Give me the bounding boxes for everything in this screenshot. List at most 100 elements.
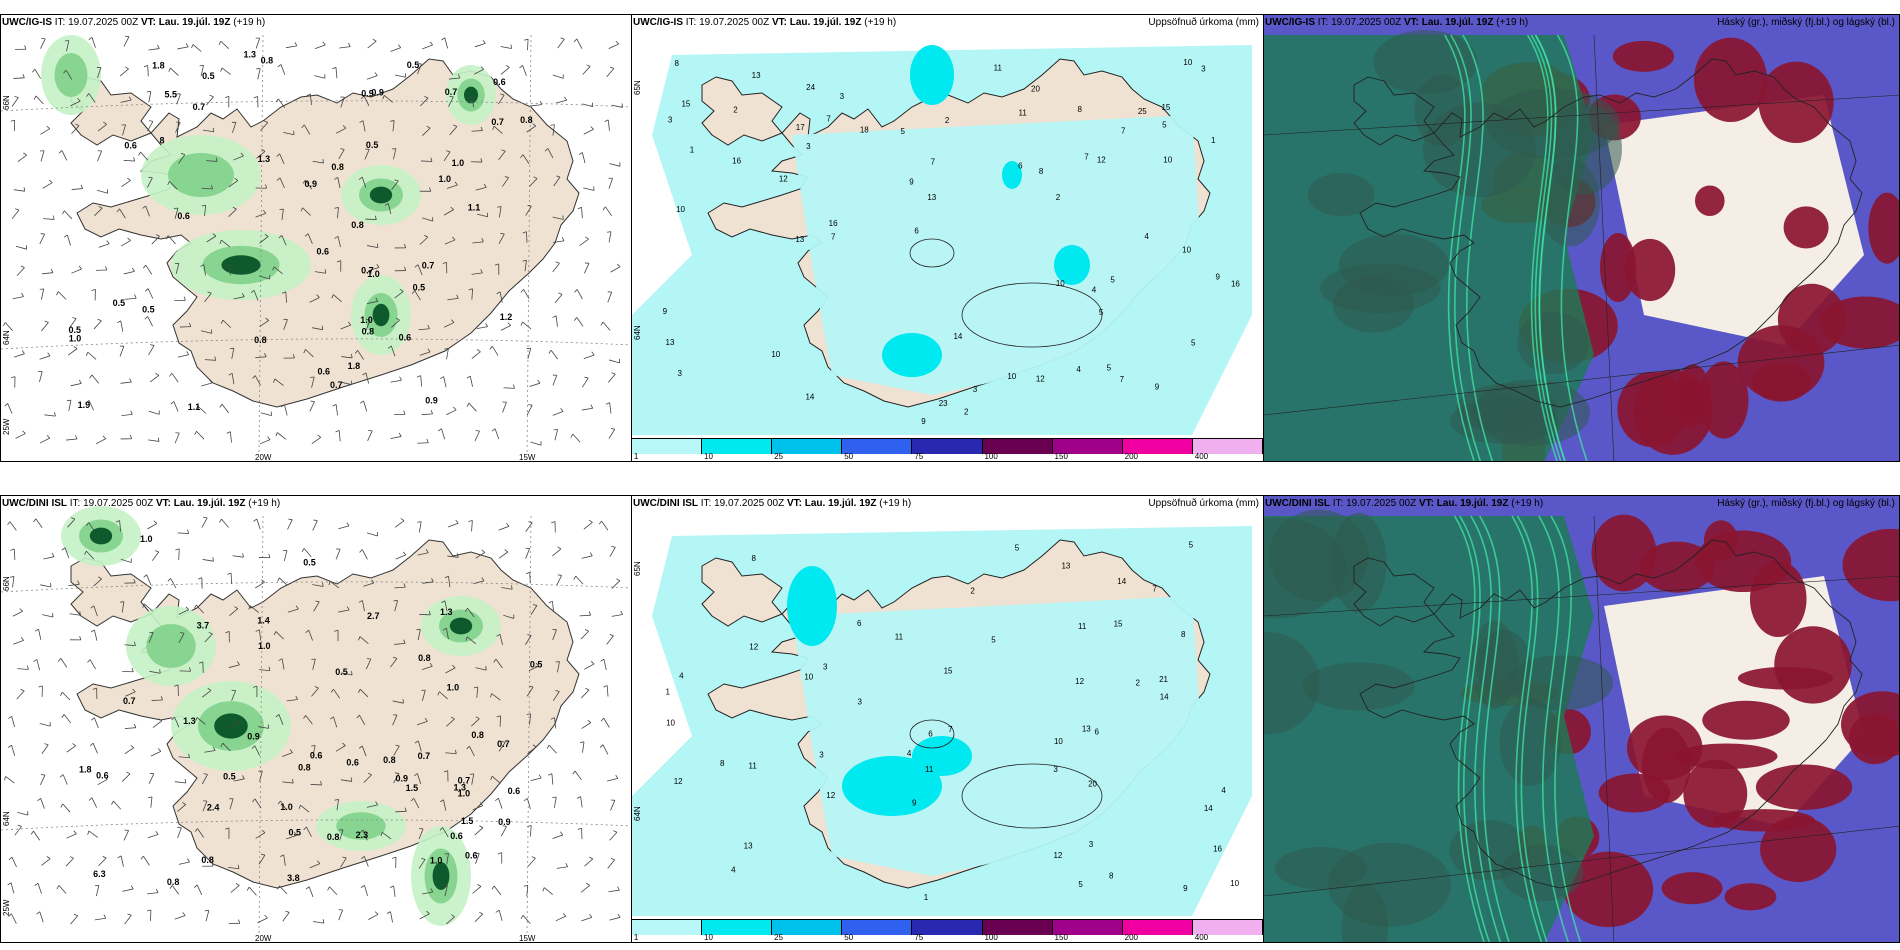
accum-value-label: 10 — [1007, 372, 1016, 381]
accum-value-label: 2 — [733, 105, 738, 114]
colorbar-label: 50 — [844, 933, 854, 942]
colorbar: 1 10 25 50 75 100 150 200 400 — [632, 438, 1263, 461]
cloud-contour — [1538, 515, 1570, 942]
accum-value-label: 10 — [1182, 245, 1191, 254]
mid-cloud-area — [1841, 691, 1899, 758]
accum-value-label: 6 — [914, 227, 919, 236]
mid-cloud-area — [1624, 238, 1676, 302]
accum-value-label: 2 — [1056, 193, 1061, 202]
cloud-contour — [1530, 34, 1562, 461]
colorbar-swatch — [982, 920, 1053, 935]
panel-dini-precip-wind: UWC/DINI ISL IT: 19.07.2025 00Z VT: Lau.… — [0, 495, 632, 943]
lat-label-64n: 64N — [2, 330, 11, 345]
panel-title: UWC/DINI ISL IT: 19.07.2025 00Z VT: Lau.… — [633, 498, 912, 509]
colorbar: 1 10 25 50 75 100 150 200 400 — [632, 919, 1263, 942]
precip-field-inland — [792, 115, 1202, 395]
precip-value-label: 1.0 — [360, 315, 373, 325]
accum-value-label: 3 — [857, 698, 862, 707]
map-ig-is-wind: 0.90.80.60.50.80.60.60.80.61.01.00.51.00… — [1, 15, 631, 461]
mid-cloud-area — [1591, 514, 1657, 592]
lat-label-64n: 64N — [2, 811, 11, 826]
colorbar-label: 200 — [1124, 933, 1139, 942]
accum-value-label: 11 — [895, 632, 904, 641]
accum-value-label: 5 — [1110, 276, 1115, 285]
accum-value-label: 7 — [1152, 584, 1157, 593]
graticule-line — [1593, 34, 1615, 461]
accum-value-label: 15 — [944, 666, 953, 675]
accum-value-label: 20 — [1031, 84, 1040, 93]
accum-value-label: 24 — [806, 83, 815, 92]
precip-value-label: 1.0 — [140, 534, 153, 544]
accum-value-label: 16 — [732, 157, 741, 166]
precip-value-label: 0.9 — [304, 179, 317, 189]
precip-value-label: 0.8 — [254, 335, 267, 345]
colorbar-swatch — [982, 439, 1053, 454]
colorbar-label: 25 — [774, 452, 784, 461]
accum-value-label: 3 — [840, 92, 845, 101]
high-cloud-area — [1499, 699, 1562, 787]
panel-field-title: Uppsöfnuð úrkoma (mm) — [1148, 498, 1259, 509]
high-cloud-area — [1302, 662, 1415, 711]
mid-cloud-area — [1783, 206, 1829, 249]
mid-cloud-area — [1868, 192, 1899, 264]
lat-label-65n: 65N — [633, 80, 642, 95]
precip-value-label: 1.3 — [258, 154, 271, 164]
colorbar-label: 400 — [1194, 933, 1209, 942]
colorbar-label: 200 — [1124, 452, 1139, 461]
panel-title: UWC/DINI ISL IT: 19.07.2025 00Z VT: Lau.… — [1265, 498, 1544, 509]
coastline — [1353, 58, 1863, 408]
precip-value-label: 0.7 — [193, 102, 206, 112]
accum-value-label: 3 — [823, 663, 828, 672]
precip-value-label: 0.9 — [498, 817, 511, 827]
accum-value-label: 11 — [748, 762, 757, 771]
accum-value-label: 9 — [912, 799, 917, 808]
panel-dini-clouds: UWC/DINI ISL IT: 19.07.2025 00Z VT: Lau.… — [1263, 495, 1900, 943]
colorbar-swatch — [912, 920, 983, 935]
precip-value-label: 0.5 — [407, 60, 420, 70]
accum-value-label: 12 — [674, 777, 683, 786]
precip-value-label: 0.6 — [493, 77, 506, 87]
precip-area-heavy — [221, 255, 261, 275]
accum-value-label: 4 — [731, 866, 736, 875]
cloud-contour — [1550, 515, 1582, 942]
precip-value-label: 2.3 — [356, 830, 369, 840]
mid-cloud-area — [1612, 40, 1675, 72]
precip-area-heavy — [449, 617, 473, 635]
accum-value-label: 7 — [1084, 153, 1089, 162]
accum-value-label: 6 — [857, 619, 862, 628]
wind-barbs — [2, 35, 623, 446]
precip-value-label: 0.7 — [497, 739, 510, 749]
accum-value-label: 2 — [1135, 679, 1140, 688]
precip-value-label: 1.0 — [258, 641, 271, 651]
cloud-contour — [1443, 34, 1475, 461]
cloud-contour — [1450, 34, 1482, 461]
panel-field-title: Háský (gr.), miðský (fj.bl.) og lágský (… — [1717, 17, 1895, 28]
mid-cloud-area — [1760, 816, 1837, 883]
precip-value-label: 0.6 — [465, 851, 478, 861]
glacier-outline — [961, 763, 1103, 829]
precip-value-label: 1.3 — [454, 783, 467, 793]
colorbar-swatch — [632, 439, 703, 454]
colorbar-swatch — [1192, 439, 1263, 454]
accum-value-label: 10 — [771, 350, 780, 359]
accum-value-label: 16 — [1231, 279, 1240, 288]
colorbar-label: 10 — [704, 452, 713, 461]
colorbar-swatch — [1052, 920, 1123, 935]
precip-value-label: 0.8 — [471, 730, 484, 740]
mid-cloud-area — [1599, 233, 1637, 303]
accum-value-label: 12 — [826, 791, 835, 800]
accum-value-label: 8 — [674, 59, 679, 68]
high-cloud-area — [1486, 88, 1620, 159]
accum-value-label: 4 — [1076, 365, 1081, 374]
precip-value-label: 5.5 — [165, 90, 178, 100]
accum-value-label: 10 — [1230, 879, 1239, 888]
accum-value-label: 15 — [1161, 103, 1170, 112]
precip-value-label: 0.6 — [96, 770, 109, 780]
precip-value-label: 3.7 — [197, 620, 210, 630]
accum-value-label: 3 — [678, 369, 683, 378]
accum-value-label: 3 — [1089, 840, 1094, 849]
accum-value-label: 13 — [666, 338, 675, 347]
accum-value-label: 11 — [1078, 622, 1087, 631]
mid-cloud-area — [1563, 851, 1654, 928]
